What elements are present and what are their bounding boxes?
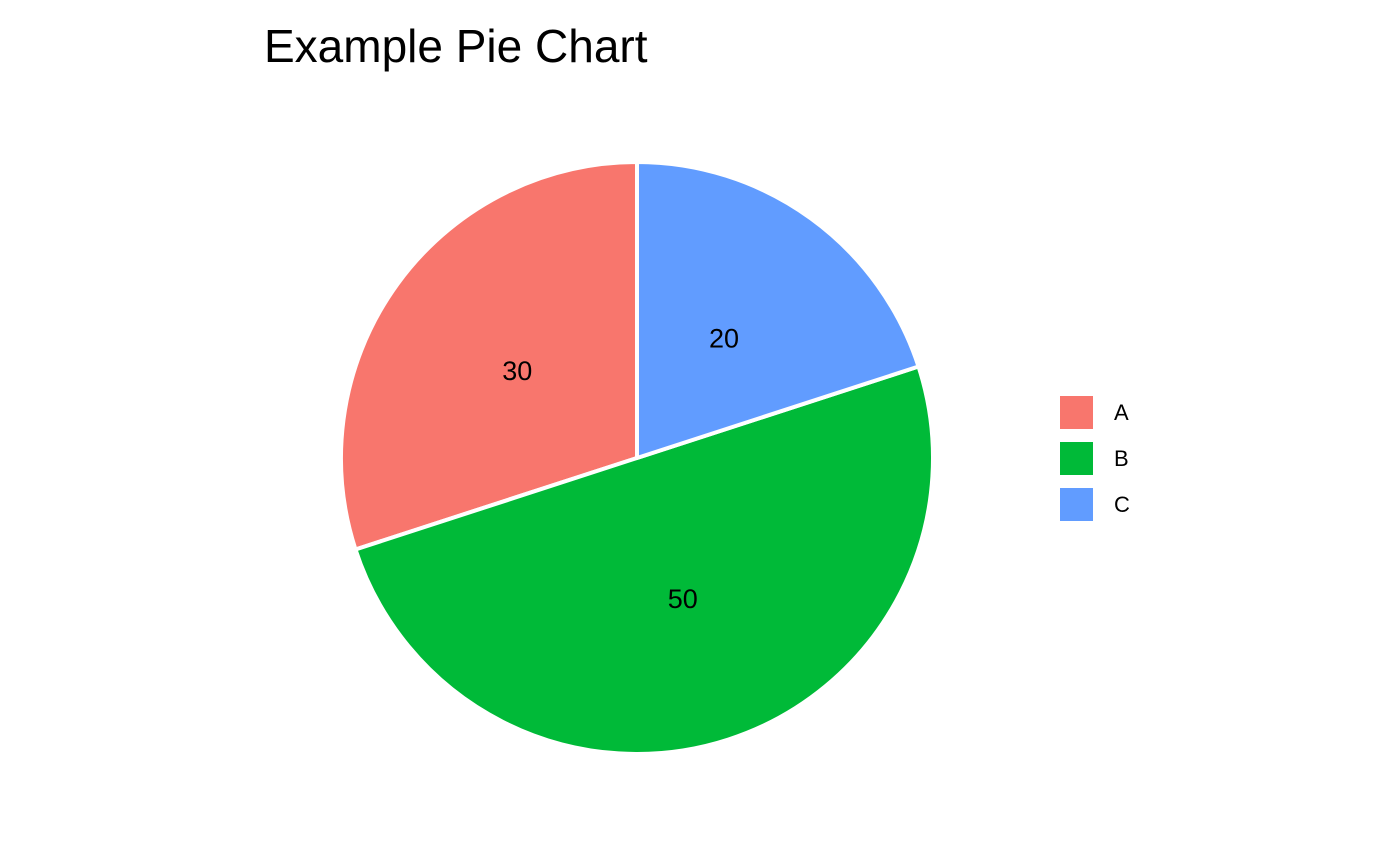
slice-label-c: 20 <box>709 323 739 353</box>
pie-slices <box>339 160 935 756</box>
legend-swatch-b <box>1060 442 1093 475</box>
slice-label-b: 50 <box>668 584 698 614</box>
legend: ABC <box>1060 396 1130 521</box>
legend-label-b: B <box>1114 446 1129 471</box>
legend-swatch-a <box>1060 396 1093 429</box>
slice-label-a: 30 <box>502 356 532 386</box>
legend-label-c: C <box>1114 492 1130 517</box>
pie-slice-b <box>353 364 935 756</box>
chart-title: Example Pie Chart <box>264 20 648 72</box>
pie-slice-a <box>339 160 639 552</box>
pie-slice-c <box>635 160 921 460</box>
pie-slice-labels: 30 50 20 <box>502 323 739 613</box>
legend-label-a: A <box>1114 400 1129 425</box>
legend-swatch-c <box>1060 488 1093 521</box>
